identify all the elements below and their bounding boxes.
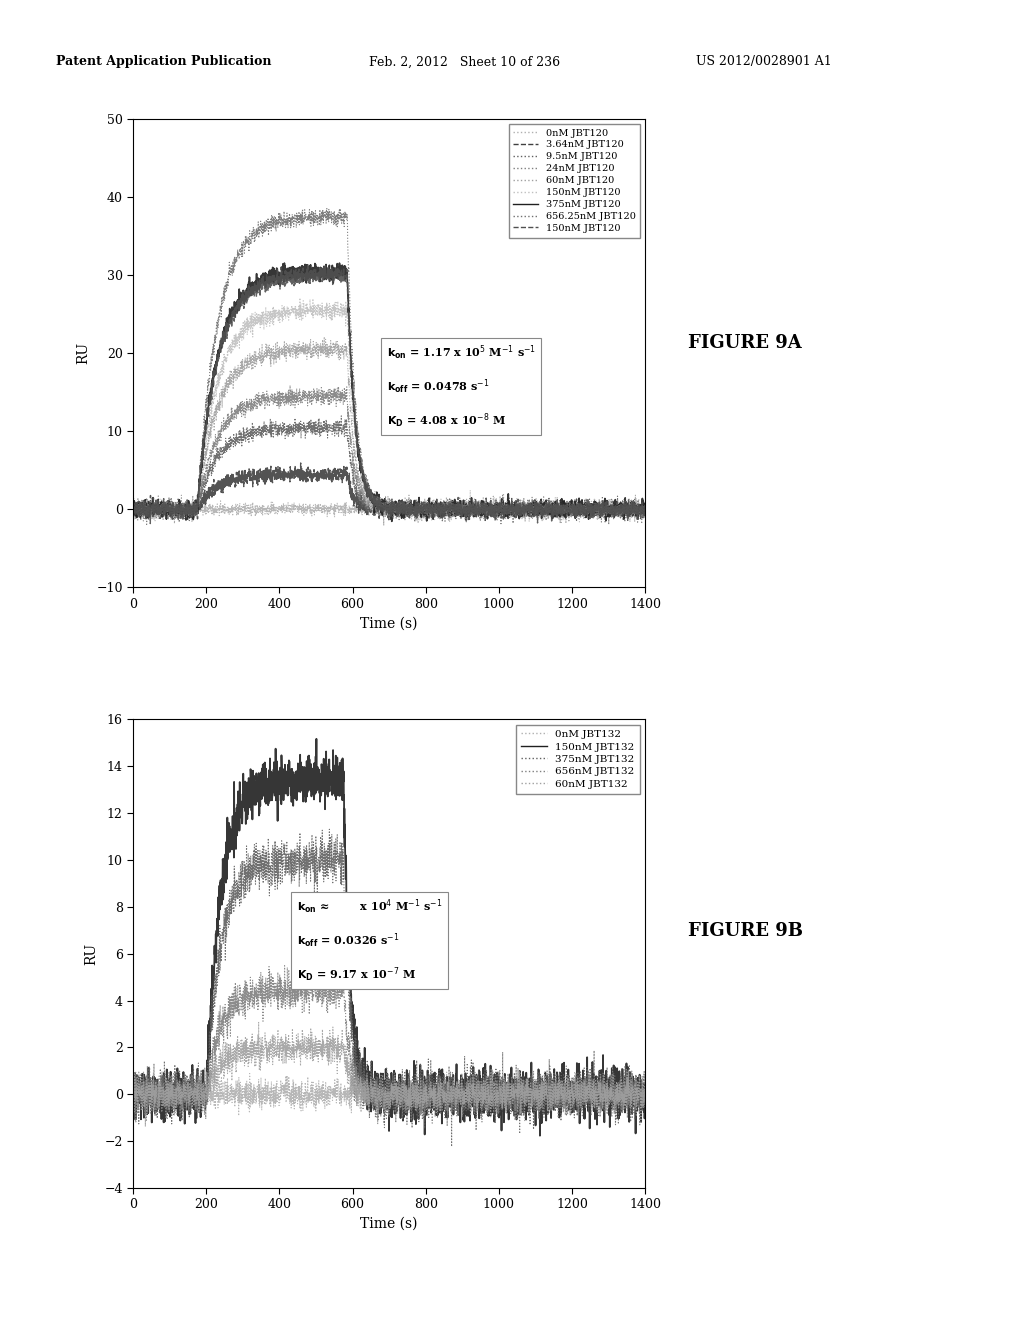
Y-axis label: RU: RU (85, 942, 98, 965)
Text: FIGURE 9B: FIGURE 9B (688, 921, 803, 940)
X-axis label: Time (s): Time (s) (360, 616, 418, 631)
Y-axis label: RU: RU (77, 342, 91, 364)
Legend: 0nM JBT132, 150nM JBT132, 375nM JBT132, 656nM JBT132, 60nM JBT132: 0nM JBT132, 150nM JBT132, 375nM JBT132, … (516, 725, 640, 795)
Text: FIGURE 9A: FIGURE 9A (688, 334, 802, 352)
X-axis label: Time (s): Time (s) (360, 1217, 418, 1232)
Text: $\mathbf{k_{on}}$ ≈        x 10$^4$ M$^{-1}$ s$^{-1}$

$\mathbf{k_{off}}$ = 0.03: $\mathbf{k_{on}}$ ≈ x 10$^4$ M$^{-1}$ s$… (297, 898, 442, 983)
Text: Patent Application Publication: Patent Application Publication (56, 55, 271, 69)
Text: Feb. 2, 2012   Sheet 10 of 236: Feb. 2, 2012 Sheet 10 of 236 (369, 55, 560, 69)
Text: US 2012/0028901 A1: US 2012/0028901 A1 (696, 55, 833, 69)
Text: $\mathbf{k_{on}}$ = 1.17 x 10$^5$ M$^{-1}$ s$^{-1}$

$\mathbf{k_{off}}$ = 0.0478: $\mathbf{k_{on}}$ = 1.17 x 10$^5$ M$^{-1… (387, 343, 536, 430)
Legend: 0nM JBT120, 3.64nM JBT120, 9.5nM JBT120, 24nM JBT120, 60nM JBT120, 150nM JBT120,: 0nM JBT120, 3.64nM JBT120, 9.5nM JBT120,… (509, 124, 640, 238)
